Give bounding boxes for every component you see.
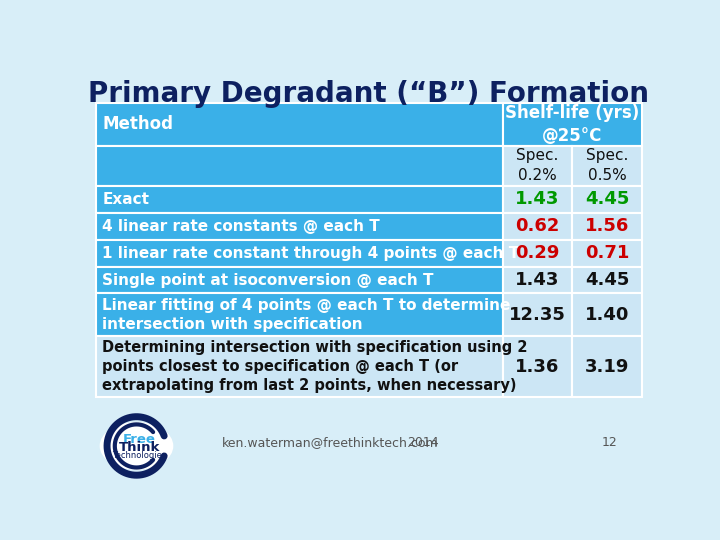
Text: 0.62: 0.62 — [516, 217, 559, 235]
Text: 2014: 2014 — [408, 436, 439, 449]
Bar — [96, 336, 503, 397]
Bar — [572, 336, 642, 397]
Bar — [572, 146, 642, 186]
Bar — [503, 186, 572, 213]
Text: Technologies: Technologies — [112, 451, 167, 461]
Bar — [503, 294, 572, 336]
Text: Primary Degradant (“B”) Formation: Primary Degradant (“B”) Formation — [89, 80, 649, 108]
Text: Spec.
0.2%: Spec. 0.2% — [516, 148, 559, 183]
Bar — [96, 103, 503, 146]
Bar — [572, 213, 642, 240]
Bar — [96, 213, 503, 240]
Bar — [96, 146, 503, 186]
Bar — [572, 294, 642, 336]
Bar — [503, 240, 572, 267]
Text: Spec.
0.5%: Spec. 0.5% — [586, 148, 629, 183]
Bar — [572, 267, 642, 294]
Bar — [503, 146, 572, 186]
Text: 1.56: 1.56 — [585, 217, 629, 235]
Text: 4.45: 4.45 — [585, 190, 629, 208]
Text: Free: Free — [123, 433, 156, 446]
Text: 3.19: 3.19 — [585, 357, 629, 376]
Text: 1.36: 1.36 — [516, 357, 559, 376]
Text: Shelf-life (yrs)
@25°C: Shelf-life (yrs) @25°C — [505, 104, 639, 145]
Text: Method: Method — [102, 116, 174, 133]
Text: 1.43: 1.43 — [516, 190, 559, 208]
Text: 12.35: 12.35 — [509, 306, 566, 323]
Bar — [96, 294, 503, 336]
Bar — [96, 240, 503, 267]
Text: 4.45: 4.45 — [585, 271, 629, 289]
Bar — [503, 103, 642, 146]
Text: Think: Think — [119, 441, 161, 454]
Text: 0.29: 0.29 — [516, 244, 559, 262]
Text: ken.waterman@freethinktech.com: ken.waterman@freethinktech.com — [222, 436, 438, 449]
Text: Determining intersection with specification using 2
points closest to specificat: Determining intersection with specificat… — [102, 340, 528, 393]
Bar — [96, 186, 503, 213]
Ellipse shape — [99, 422, 174, 470]
Text: 1 linear rate constant through 4 points @ each T: 1 linear rate constant through 4 points … — [102, 246, 520, 261]
Bar — [572, 186, 642, 213]
Text: 0.71: 0.71 — [585, 244, 629, 262]
Text: 4 linear rate constants @ each T: 4 linear rate constants @ each T — [102, 219, 380, 234]
Bar — [503, 336, 572, 397]
Text: Linear fitting of 4 points @ each T to determine
intersection with specification: Linear fitting of 4 points @ each T to d… — [102, 298, 510, 332]
Bar — [96, 267, 503, 294]
Text: Single point at isoconversion @ each T: Single point at isoconversion @ each T — [102, 273, 434, 287]
Text: Exact: Exact — [102, 192, 150, 207]
Bar — [572, 240, 642, 267]
Bar — [503, 267, 572, 294]
Text: 12: 12 — [601, 436, 617, 449]
Bar — [503, 213, 572, 240]
Text: 1.40: 1.40 — [585, 306, 629, 323]
Text: 1.43: 1.43 — [516, 271, 559, 289]
